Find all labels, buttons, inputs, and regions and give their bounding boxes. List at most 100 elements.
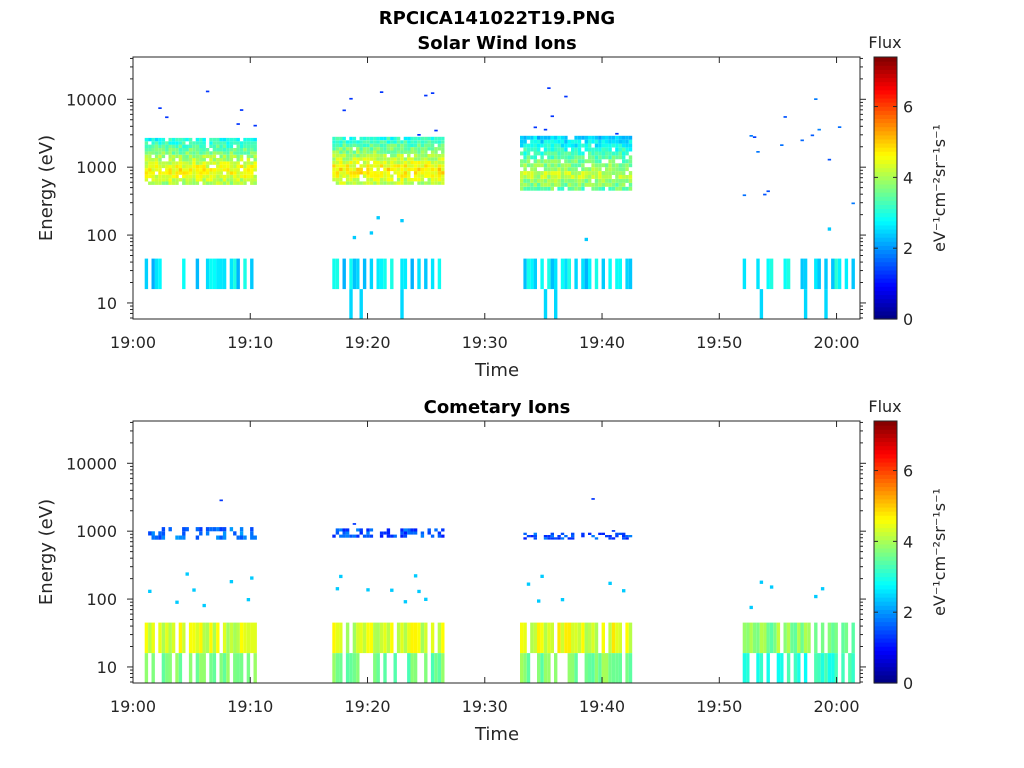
heat-cell-core [615, 139, 619, 144]
heat-cell-lowest [424, 653, 428, 683]
heat-cell-core [393, 167, 397, 172]
heat-cell-core [349, 167, 353, 172]
heat-cell-core [342, 531, 346, 535]
heat-cell-core [188, 148, 193, 152]
heat-cell-mid [820, 587, 825, 591]
heat-cell-low [144, 622, 149, 654]
heat-cell-core [611, 186, 616, 191]
heat-cell-core [345, 140, 350, 144]
heat-cell-low [239, 622, 244, 654]
colorbar-step [874, 257, 897, 263]
heat-cell-core [161, 178, 166, 182]
heat-cell-core [148, 174, 152, 179]
heat-cell-low [396, 622, 401, 654]
heat-cell-low [756, 258, 760, 290]
heat-cell-core [246, 171, 251, 175]
heat-cell-core [219, 154, 223, 159]
heat-cell-core [182, 178, 186, 182]
heat-cell-core [523, 186, 527, 191]
colorbar-step [874, 421, 897, 426]
heat-cell-core [352, 534, 357, 538]
heat-cell-core [420, 157, 425, 161]
heat-cell-core [335, 164, 340, 168]
heat-cell-lowest [831, 653, 835, 683]
heat-cell-low [793, 622, 798, 654]
heat-cell-core [386, 157, 391, 161]
heat-cell-core [567, 167, 571, 172]
heat-cell-core [396, 171, 401, 175]
heat-cell-core [437, 157, 442, 161]
heat-cell-core [148, 171, 152, 175]
heat-cell-core [239, 148, 244, 152]
heat-cell-core [557, 167, 561, 172]
heat-cell-core [158, 144, 162, 148]
colorbar-step [874, 486, 897, 492]
heat-cell-core [437, 534, 442, 538]
heat-cell-low [625, 258, 629, 290]
heat-cell-low [530, 258, 534, 290]
heat-cell-core [608, 179, 612, 183]
heat-cell-core [625, 159, 629, 164]
heat-cell-core [557, 175, 561, 179]
heat-cell-core [567, 182, 571, 187]
heat-cell-core [246, 151, 251, 155]
heat-cell-core [151, 171, 155, 175]
heat-cell-core [362, 140, 367, 144]
heat-cell-mid [759, 580, 764, 584]
heat-cell-core [222, 144, 227, 148]
heat-cell-core [427, 140, 431, 144]
heat-cell-core [417, 136, 421, 141]
heat-cell-core [349, 136, 353, 141]
heat-cell-lowest [356, 653, 360, 683]
colorbar-step [874, 523, 897, 529]
heat-cell-low [182, 258, 186, 290]
heat-cell-core [144, 174, 149, 179]
heat-cell-core [335, 181, 340, 185]
colorbar-step [874, 212, 897, 218]
heat-cell-low [581, 622, 585, 654]
heat-cell-core [356, 528, 360, 532]
colorbar-step [874, 646, 897, 651]
heat-cell-core [352, 150, 357, 154]
heat-cell-core [608, 186, 612, 191]
heat-cell-core [239, 151, 244, 155]
x-tick-label: 20:00 [813, 697, 859, 716]
heat-cell-lowest [335, 653, 340, 683]
heat-cell-core [622, 537, 626, 540]
heat-cell-core [441, 154, 445, 158]
heat-cell-core [396, 140, 401, 144]
heat-cell-core [335, 136, 340, 141]
heat-cell-core [533, 535, 537, 538]
heat-cell-core [413, 150, 418, 154]
heat-cell-core [543, 537, 548, 540]
heat-cell-core [611, 135, 616, 140]
heat-cell-core [437, 174, 442, 178]
heat-cell-core [253, 154, 257, 159]
heat-cell-core [349, 534, 353, 538]
heat-cell-core [161, 171, 166, 175]
heat-cell-core [345, 181, 350, 185]
heat-cell-core [239, 178, 244, 182]
heat-cell-low [356, 622, 360, 654]
heat-cell-core [154, 154, 159, 159]
heat-cell-core [427, 143, 431, 148]
heat-cell-core [144, 137, 149, 142]
colorbar-step [874, 441, 897, 447]
heat-cell-core [400, 150, 404, 154]
heat-cell-core [594, 182, 599, 187]
heat-cell-core [175, 148, 179, 152]
colorbar-step [874, 253, 897, 259]
heat-cell-core [526, 171, 531, 175]
heat-cell-core [342, 181, 346, 185]
colorbar-step [874, 69, 897, 74]
heat-cell-core [246, 144, 251, 148]
colorbar-step [874, 224, 897, 230]
heat-cell-core [342, 174, 346, 178]
heat-cell-core [185, 171, 189, 175]
heat-cell-low [243, 258, 247, 290]
heat-cell-core [373, 143, 377, 148]
heat-cell-core [151, 535, 155, 540]
heat-cell-core [199, 148, 203, 152]
heat-cell-core [243, 164, 247, 169]
heat-cell-lowest [848, 653, 852, 683]
